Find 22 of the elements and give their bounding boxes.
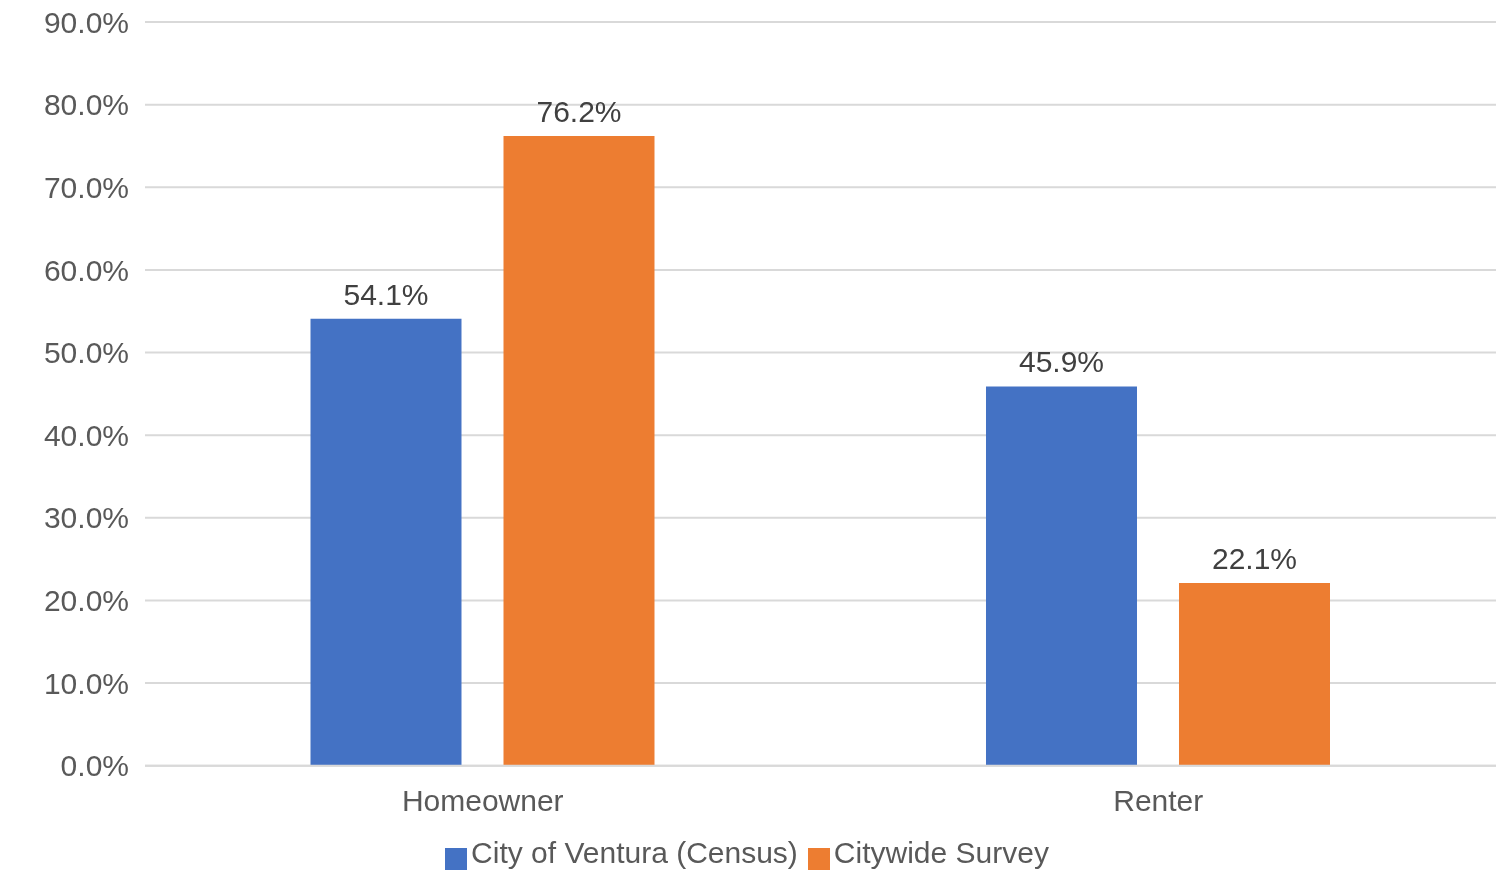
bar: [503, 136, 655, 766]
data-label: 45.9%: [1018, 345, 1105, 379]
bar: [986, 386, 1137, 766]
y-tick-label: 20.0%: [43, 584, 129, 618]
bar: [1179, 583, 1330, 766]
y-tick-label: 70.0%: [43, 170, 129, 204]
data-label: 76.2%: [536, 95, 622, 129]
y-tick-label: 10.0%: [43, 666, 129, 700]
x-tick-label: Homeowner: [401, 783, 564, 817]
legend-label: City of Ventura (Census): [471, 835, 798, 869]
y-tick-label: 60.0%: [43, 253, 129, 287]
legend-label: Citywide Survey: [833, 835, 1049, 869]
y-tick-label: 50.0%: [43, 336, 129, 370]
bar: [310, 318, 462, 766]
x-tick-label: Renter: [1113, 783, 1204, 817]
y-tick-label: 80.0%: [43, 88, 129, 122]
data-label: 54.1%: [343, 277, 429, 311]
data-label: 22.1%: [1211, 542, 1298, 576]
y-tick-label: 40.0%: [43, 418, 129, 452]
y-tick-label: 90.0%: [43, 5, 129, 39]
y-tick-label: 30.0%: [43, 501, 129, 535]
y-tick-label: 0.0%: [60, 749, 129, 783]
